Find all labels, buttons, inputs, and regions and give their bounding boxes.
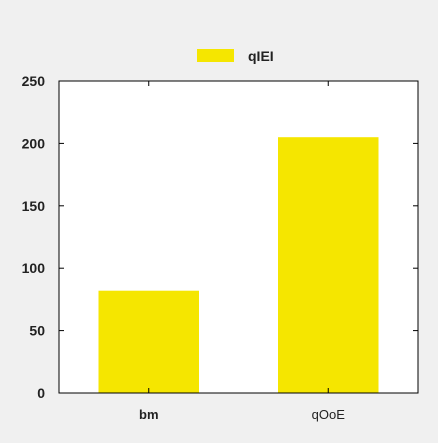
legend: qIEI <box>197 48 274 64</box>
y-tick-label: 0 <box>37 385 45 401</box>
bars-layer <box>98 137 379 393</box>
axes-layer: 0 50 100 150 200 250 bm qOoE <box>22 73 418 422</box>
x-tick-label: bm <box>139 407 159 422</box>
bar-qOoE <box>278 137 379 393</box>
y-tick-label: 150 <box>22 198 46 214</box>
plot-frame <box>58 80 419 394</box>
y-tick-label: 250 <box>22 73 46 89</box>
y-tick-label: 50 <box>29 323 45 339</box>
legend-label: qIEI <box>248 48 274 64</box>
legend-swatch <box>197 49 234 62</box>
bar-bm <box>98 290 199 393</box>
x-tick-label: qOoE <box>312 407 346 422</box>
y-tick-label: 200 <box>22 135 46 151</box>
y-tick-label: 100 <box>22 260 46 276</box>
